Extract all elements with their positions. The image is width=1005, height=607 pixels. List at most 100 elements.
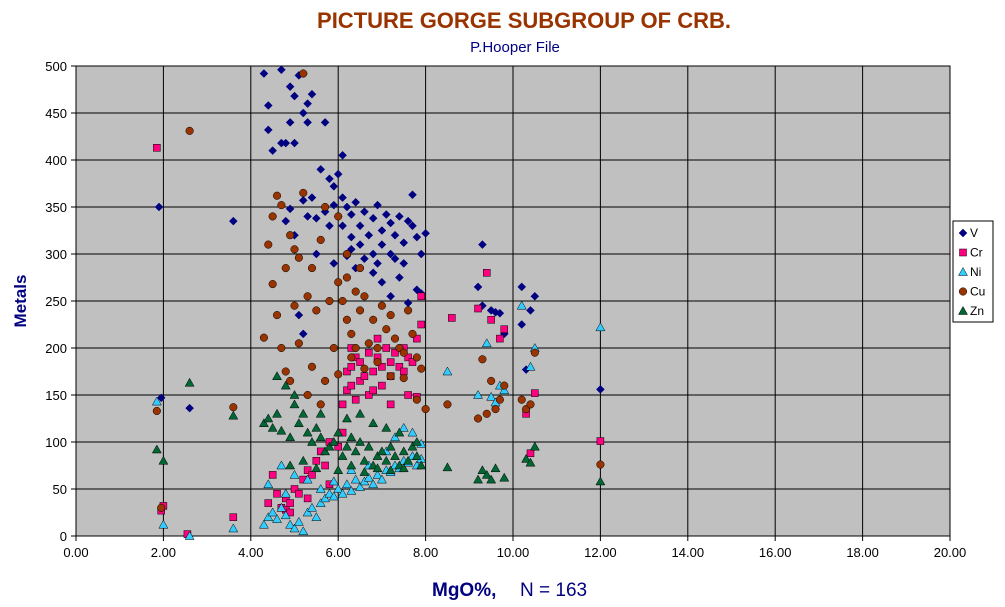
point-cu <box>157 503 166 512</box>
x-axis-title: MgO%, <box>432 580 496 601</box>
point-zn <box>372 463 383 473</box>
point-v <box>377 240 387 249</box>
point-v <box>360 254 369 264</box>
point-v <box>517 282 527 292</box>
point-zn <box>267 422 278 432</box>
chart-title: PICTURE GORGE SUBGROUP OF CRB. <box>317 8 731 33</box>
point-cr <box>373 334 382 343</box>
point-zn <box>363 441 374 451</box>
point-zn <box>529 441 540 451</box>
point-cr <box>303 494 312 503</box>
point-v <box>368 213 378 223</box>
point-v <box>495 308 505 318</box>
point-ni <box>311 512 322 521</box>
x-tick-label: 12.00 <box>584 545 617 560</box>
point-cu <box>334 278 343 287</box>
point-zn <box>521 453 532 463</box>
point-cr <box>360 372 369 380</box>
point-cu <box>307 362 317 371</box>
x-tick-label: 0.00 <box>63 545 88 560</box>
point-zn <box>272 371 282 380</box>
point-zn <box>285 460 296 470</box>
point-zn <box>368 418 379 427</box>
point-cu <box>294 339 303 348</box>
point-ni <box>355 482 365 491</box>
point-v <box>596 385 605 394</box>
point-zn <box>490 463 501 473</box>
point-ni <box>280 510 291 520</box>
point-v <box>303 118 312 127</box>
point-ni <box>324 488 335 498</box>
point-v <box>403 216 413 226</box>
point-cu <box>185 126 194 135</box>
point-ni <box>342 479 352 489</box>
point-cu <box>382 325 391 334</box>
point-cr <box>295 489 303 498</box>
point-v <box>473 282 483 292</box>
x-tick-label: 14.00 <box>672 545 705 560</box>
point-cu <box>517 395 526 404</box>
point-cu <box>443 400 452 409</box>
legend-label-zn: Zn <box>970 304 984 318</box>
x-tick-label: 2.00 <box>151 545 176 560</box>
point-cr <box>356 377 364 385</box>
point-v <box>325 174 334 184</box>
point-zn <box>411 436 422 446</box>
legend-marker-zn <box>958 305 968 315</box>
point-v <box>298 108 308 118</box>
y-tick-label: 500 <box>45 59 67 74</box>
point-cr <box>290 485 299 493</box>
point-v <box>408 190 417 200</box>
point-cu <box>421 405 430 414</box>
chart-subtitle: P.Hooper File <box>470 39 560 56</box>
point-cu <box>369 315 378 324</box>
point-cu <box>495 395 504 404</box>
point-cu <box>321 202 330 212</box>
point-cr <box>286 499 294 507</box>
point-v <box>360 207 369 217</box>
point-cu <box>286 231 295 240</box>
point-cr <box>347 363 356 371</box>
point-v <box>390 254 400 264</box>
point-cu <box>347 353 356 362</box>
point-zn <box>263 413 274 423</box>
point-cr <box>264 499 273 507</box>
point-cr <box>391 348 399 357</box>
point-cu <box>334 212 343 221</box>
point-v <box>290 138 299 148</box>
point-zn <box>151 444 162 454</box>
point-zn <box>355 408 365 418</box>
point-zn <box>442 462 453 472</box>
point-cu <box>500 381 509 390</box>
point-cu <box>277 343 286 353</box>
point-ni <box>258 519 269 529</box>
point-v <box>285 204 295 214</box>
point-v <box>373 259 382 268</box>
point-cr <box>395 363 404 371</box>
point-cu <box>351 287 360 296</box>
point-cu <box>373 343 382 353</box>
point-ni <box>263 479 274 489</box>
point-v <box>517 320 527 329</box>
point-zn <box>228 410 239 420</box>
point-cr <box>343 367 351 376</box>
point-ni <box>285 519 296 529</box>
point-zn <box>272 408 282 418</box>
legend-marker-cr <box>959 248 967 257</box>
y-tick-label: 300 <box>45 247 67 262</box>
point-cr <box>365 348 373 357</box>
point-cr <box>526 449 535 458</box>
point-zn <box>368 460 379 470</box>
point-zn <box>394 427 405 437</box>
point-cu <box>399 374 408 383</box>
point-v <box>373 200 382 210</box>
point-cu <box>316 235 325 244</box>
point-v <box>268 146 278 155</box>
point-zn <box>486 474 497 484</box>
point-v <box>281 138 291 148</box>
point-v <box>298 196 308 205</box>
point-v <box>395 212 404 221</box>
point-ni <box>346 465 357 474</box>
point-cu <box>417 364 426 373</box>
point-cu <box>390 334 400 343</box>
